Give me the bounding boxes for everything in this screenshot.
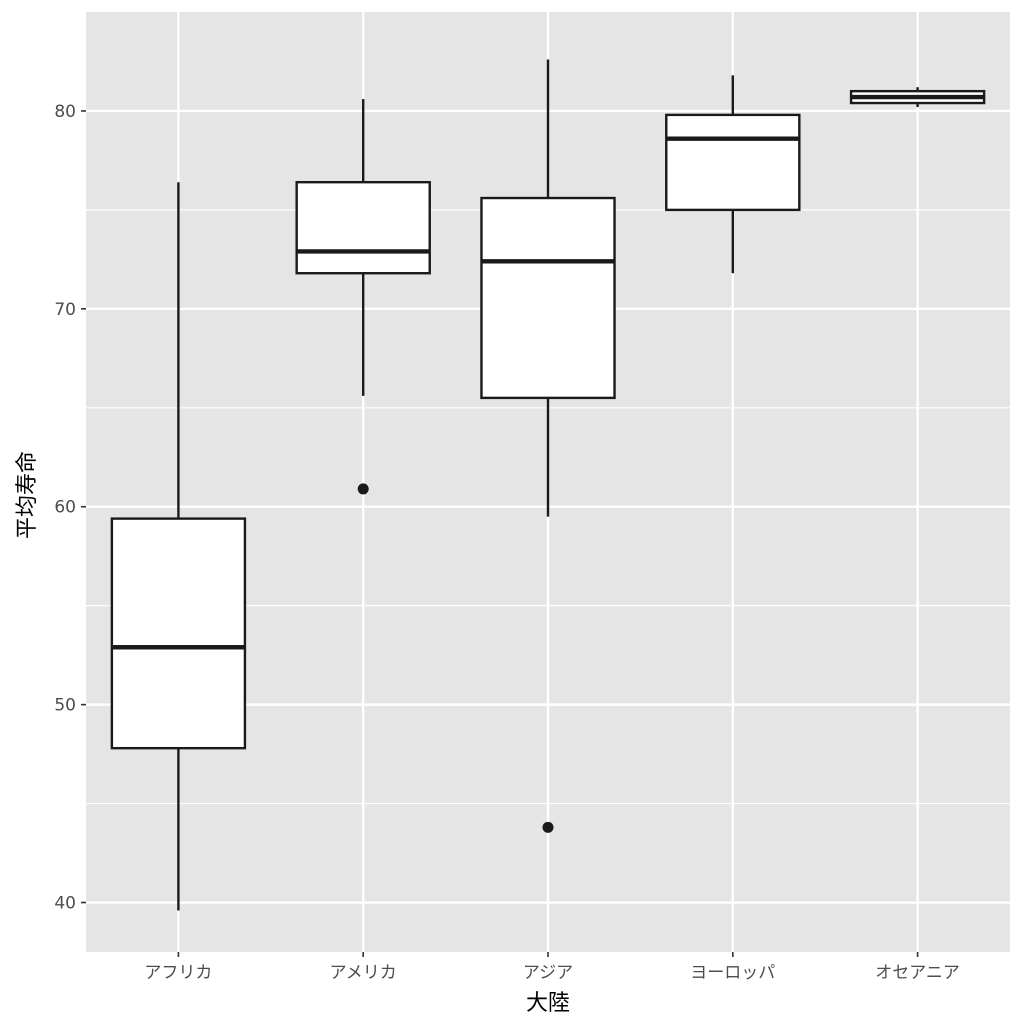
box-group — [665, 75, 801, 274]
box-series — [110, 59, 986, 911]
box-group — [480, 59, 616, 833]
box-group — [295, 99, 431, 495]
box-iqr — [665, 113, 801, 212]
outlier-point — [542, 821, 554, 833]
x-tick-label: アジア — [523, 963, 573, 983]
y-axis-title: 平均寿命 — [15, 451, 40, 539]
outlier-point — [357, 483, 369, 495]
y-tick-label: 40 — [54, 894, 76, 914]
y-axis: 40 50 60 70 80 — [54, 102, 86, 914]
y-tick-label: 70 — [54, 300, 76, 320]
box-group — [849, 87, 986, 107]
y-tick-label: 50 — [54, 696, 76, 716]
box-group — [110, 182, 247, 911]
box-iqr — [295, 180, 431, 275]
x-tick-label: アメリカ — [330, 963, 397, 983]
y-tick-label: 60 — [54, 498, 76, 518]
x-tick-label: オセアニア — [875, 963, 960, 983]
box-iqr — [110, 517, 247, 750]
x-axis-title: 大陸 — [526, 991, 570, 1016]
box-iqr — [480, 196, 616, 400]
x-tick-label: ヨーロッパ — [690, 963, 775, 983]
y-tick-label: 80 — [54, 102, 76, 122]
x-tick-label: アフリカ — [144, 963, 212, 983]
x-axis: アフリカ アメリカ アジア ヨーロッパ オセアニア — [144, 952, 960, 983]
